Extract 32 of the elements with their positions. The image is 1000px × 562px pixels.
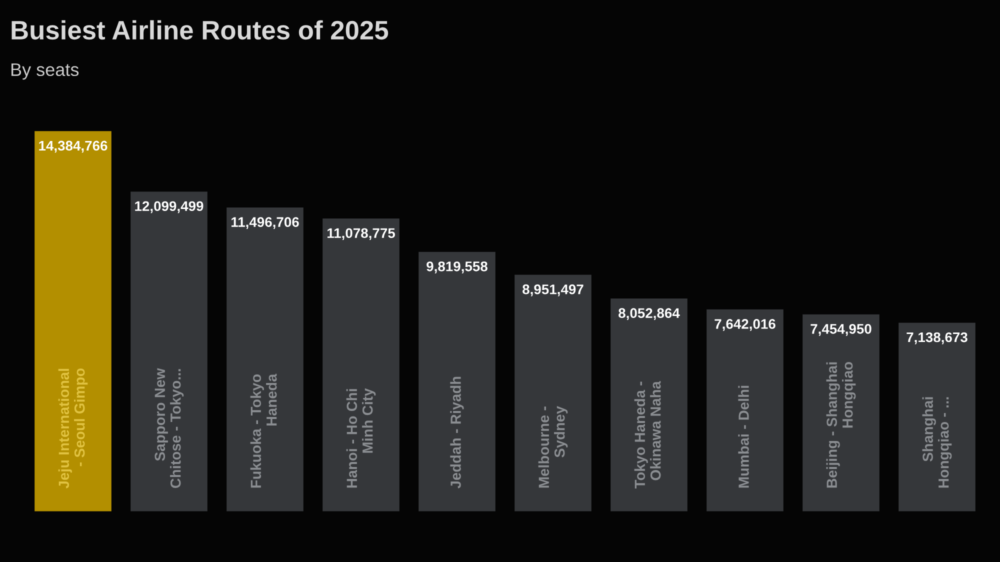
data-label: 12,099,499 xyxy=(135,201,204,214)
x-tick-label: Beijing - Shanghai Hongqiao xyxy=(826,362,856,488)
bar xyxy=(226,208,304,512)
data-label: 14,384,766 xyxy=(39,140,108,153)
bar xyxy=(34,131,112,512)
x-tick-label: Melbourne - Sydney xyxy=(538,406,568,488)
data-label: 7,642,016 xyxy=(714,319,776,331)
data-label: 11,496,706 xyxy=(232,217,299,229)
x-tick-label: Shanghai Hongqiao - ... xyxy=(922,397,952,488)
bar xyxy=(802,314,880,512)
data-label: 7,454,950 xyxy=(810,324,872,336)
data-label: 8,052,864 xyxy=(618,308,680,320)
chart-title: Busiest Airline Routes of 2025 xyxy=(12,20,388,40)
x-tick-label: Mumbai - Delhi xyxy=(738,386,749,488)
x-tick-label: Jeju International - Seoul Gimpo xyxy=(58,368,88,488)
data-label: 8,951,497 xyxy=(522,284,584,296)
bar xyxy=(418,252,496,512)
bar xyxy=(514,274,592,512)
data-label: 11,078,775 xyxy=(328,228,395,240)
bar xyxy=(322,218,400,512)
x-tick-label: Jeddah - Riyadh xyxy=(450,376,464,488)
data-label: 9,819,558 xyxy=(426,261,488,274)
x-tick-label: Fukuoka - Tokyo Haneda xyxy=(250,374,277,488)
bar xyxy=(610,298,688,512)
bar xyxy=(130,192,208,512)
bar xyxy=(898,322,976,512)
bar xyxy=(706,309,784,512)
x-tick-label: Sapporo New Chitose - Tokyo... xyxy=(154,368,184,488)
x-tick-label: Hanoi - Ho Chi Minh City xyxy=(346,388,376,488)
chart-subtitle: By seats xyxy=(11,63,79,80)
x-tick-label: Tokyo Haneda - Okinawa Naha xyxy=(634,381,661,488)
data-label: 7,138,673 xyxy=(906,332,968,344)
